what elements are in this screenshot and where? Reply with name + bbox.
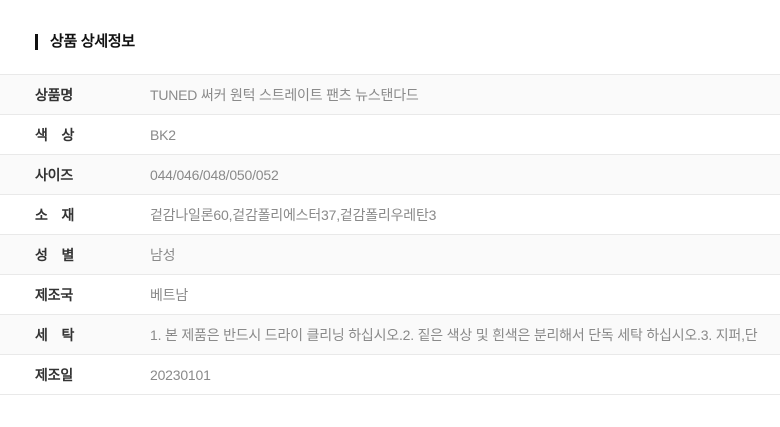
row-label: 세 탁: [35, 326, 75, 343]
row-label: 성 별: [35, 246, 75, 263]
table-row-material: 소 재 겉감나일론60,겉감폴리에스터37,겉감폴리우레탄3: [0, 195, 780, 235]
table-row-gender: 성 별 남성: [0, 235, 780, 275]
product-detail-table: 상품명 TUNED 써커 원턱 스트레이트 팬츠 뉴스탠다드 색 상 BK2 사…: [0, 74, 780, 395]
page-title: 상품 상세정보: [50, 33, 135, 50]
table-row-manufacture-date: 제조일 20230101: [0, 355, 780, 395]
table-row-washing: 세 탁 1. 본 제품은 반드시 드라이 클리닝 하십시오.2. 짙은 색상 및…: [0, 315, 780, 355]
row-label: 제조국: [35, 286, 74, 303]
title-bar-icon: [35, 34, 38, 50]
table-row-color: 색 상 BK2: [0, 115, 780, 155]
section-header: 상품 상세정보: [0, 0, 780, 51]
table-row-product-name: 상품명 TUNED 써커 원턱 스트레이트 팬츠 뉴스탠다드: [0, 75, 780, 115]
row-label: 사이즈: [35, 166, 74, 183]
row-value: 남성: [150, 246, 176, 263]
row-value: 겉감나일론60,겉감폴리에스터37,겉감폴리우레탄3: [150, 206, 437, 223]
row-label: 소 재: [35, 206, 75, 223]
row-label: 제조일: [35, 366, 74, 383]
row-value: TUNED 써커 원턱 스트레이트 팬츠 뉴스탠다드: [150, 86, 419, 103]
table-row-size: 사이즈 044/046/048/050/052: [0, 155, 780, 195]
table-row-country: 제조국 베트남: [0, 275, 780, 315]
row-label: 색 상: [35, 126, 75, 143]
row-value: 20230101: [150, 366, 211, 383]
row-label: 상품명: [35, 86, 74, 103]
row-value: 베트남: [150, 286, 189, 303]
row-value: BK2: [150, 126, 176, 143]
row-value: 044/046/048/050/052: [150, 166, 279, 183]
row-value: 1. 본 제품은 반드시 드라이 클리닝 하십시오.2. 짙은 색상 및 흰색은…: [150, 326, 758, 343]
